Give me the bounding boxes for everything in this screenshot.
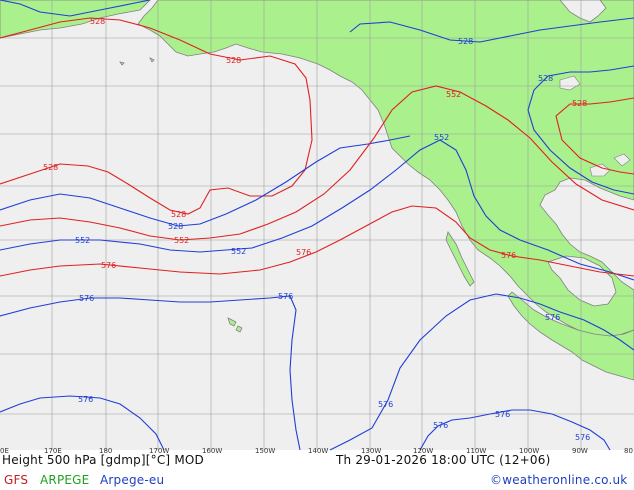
contours-552 [0, 85, 634, 281]
model-gfs-link[interactable]: GFS [4, 473, 29, 487]
contour-576-blue-sw [419, 409, 611, 451]
contour-528-blue-top [349, 17, 634, 43]
contour-label: 552 [434, 133, 449, 142]
contour-528-blue-north [0, 0, 151, 17]
lon-tick: 120W [413, 447, 433, 455]
contour-label: 528 [572, 99, 587, 108]
contours-528 [0, 0, 634, 227]
lon-tick: 160W [202, 447, 222, 455]
contours-576 [0, 205, 634, 451]
contour-label: 528 [90, 17, 105, 26]
lon-tick: 140W [308, 447, 328, 455]
footer-row-2: GFS ARPEGE Arpege-eu ©weatheronline.co.u… [0, 470, 634, 490]
contour-label: 576 [495, 410, 510, 419]
contour-576-blue-south [0, 395, 165, 451]
lon-tick-labels: 0E 170E 180 170W 160W 150W 140W 130W 120… [0, 447, 633, 455]
contour-552-red [0, 85, 634, 241]
contour-label: 576 [545, 313, 560, 322]
contour-label: 552 [231, 247, 246, 256]
lakes [559, 75, 631, 177]
contour-528-red-right [555, 97, 634, 175]
lon-tick: 100W [519, 447, 539, 455]
contour-label: 576 [378, 400, 393, 409]
land-baja [445, 231, 475, 287]
contour-528-blue-right [527, 65, 634, 195]
contour-576-blue-west [0, 295, 301, 451]
model-arpege-eu-link[interactable]: Arpege-eu [100, 473, 165, 487]
contour-label: 552 [446, 90, 461, 99]
contour-label: 576 [78, 395, 93, 404]
credit-link[interactable]: ©weatheronline.co.uk [490, 473, 628, 487]
contour-528-red-north [0, 17, 313, 215]
lon-tick: 80 [624, 447, 633, 455]
contour-552-blue [0, 139, 634, 281]
contour-label: 528 [458, 37, 473, 46]
contour-label: 576 [501, 251, 516, 260]
land-north-america [137, 0, 634, 339]
contour-label: 528 [168, 222, 183, 231]
contour-label: 552 [75, 236, 90, 245]
land-hawaii [227, 317, 237, 327]
land-central-america [507, 291, 634, 381]
lon-tick: 150W [255, 447, 275, 455]
contour-label: 576 [296, 248, 311, 257]
contour-labels: 528 528 528 528 528 528 528 528 552 552 … [43, 17, 590, 442]
lon-tick: 110W [466, 447, 486, 455]
contour-label: 528 [43, 163, 58, 172]
contour-label: 528 [538, 74, 553, 83]
map-title: Height 500 hPa [gdmp][°C] MOD [2, 453, 204, 467]
lon-tick: 170E [44, 447, 62, 455]
contour-label: 576 [433, 421, 448, 430]
model-arpege-link[interactable]: ARPEGE [40, 473, 90, 487]
contour-label: 576 [79, 294, 94, 303]
contour-label: 576 [101, 261, 116, 270]
hudson-bay [559, 0, 607, 23]
lon-tick: 170W [149, 447, 169, 455]
lon-tick: 90W [572, 447, 588, 455]
contour-label: 576 [278, 292, 293, 301]
lon-tick: 0E [0, 447, 9, 455]
contour-label: 552 [174, 236, 189, 245]
contour-label: 528 [226, 56, 241, 65]
contour-576-red [0, 205, 634, 277]
map-datetime: Th 29-01-2026 18:00 UTC (12+06) [336, 453, 551, 467]
footer-row-1: Height 500 hPa [gdmp][°C] MOD Th 29-01-2… [0, 450, 634, 470]
lon-tick: 180 [99, 447, 112, 455]
contour-label: 528 [171, 210, 186, 219]
contour-576-blue-east [329, 293, 634, 451]
lon-tick: 130W [361, 447, 381, 455]
contour-528-blue-main [0, 135, 411, 227]
contour-label: 576 [575, 433, 590, 442]
